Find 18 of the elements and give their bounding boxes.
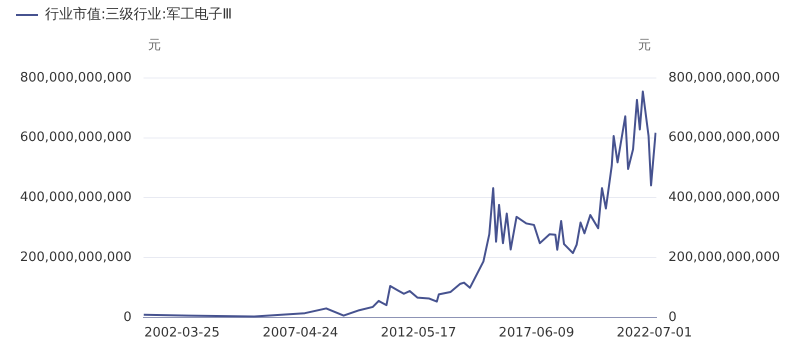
- y2-tick-label: 800,000,000,000: [668, 70, 780, 86]
- y2-axis-title: 元: [638, 37, 651, 54]
- y2-tick-label: 200,000,000,000: [668, 250, 780, 265]
- y-axis-title: 元: [148, 37, 161, 54]
- x-tick-label: 2012-05-17: [380, 326, 456, 341]
- y-tick-label: 800,000,000,000: [20, 70, 132, 86]
- y2-tick-label: 600,000,000,000: [668, 130, 780, 146]
- y-tick-label: 400,000,000,000: [20, 190, 132, 206]
- x-tick-label: 2022-07-01: [616, 326, 692, 341]
- legend-label: 行业市值:三级行业:军工电子Ⅲ: [45, 6, 232, 23]
- y-tick-label: 600,000,000,000: [20, 130, 132, 146]
- x-tick-label: 2017-06-09: [498, 326, 574, 341]
- y-tick-label: 0: [123, 310, 132, 325]
- x-tick-label: 2002-03-25: [144, 326, 220, 341]
- y2-tick-label: 0: [668, 310, 677, 325]
- y-tick-label: 200,000,000,000: [20, 250, 132, 265]
- y2-tick-label: 400,000,000,000: [668, 190, 780, 206]
- x-tick-label: 2007-04-24: [262, 326, 338, 341]
